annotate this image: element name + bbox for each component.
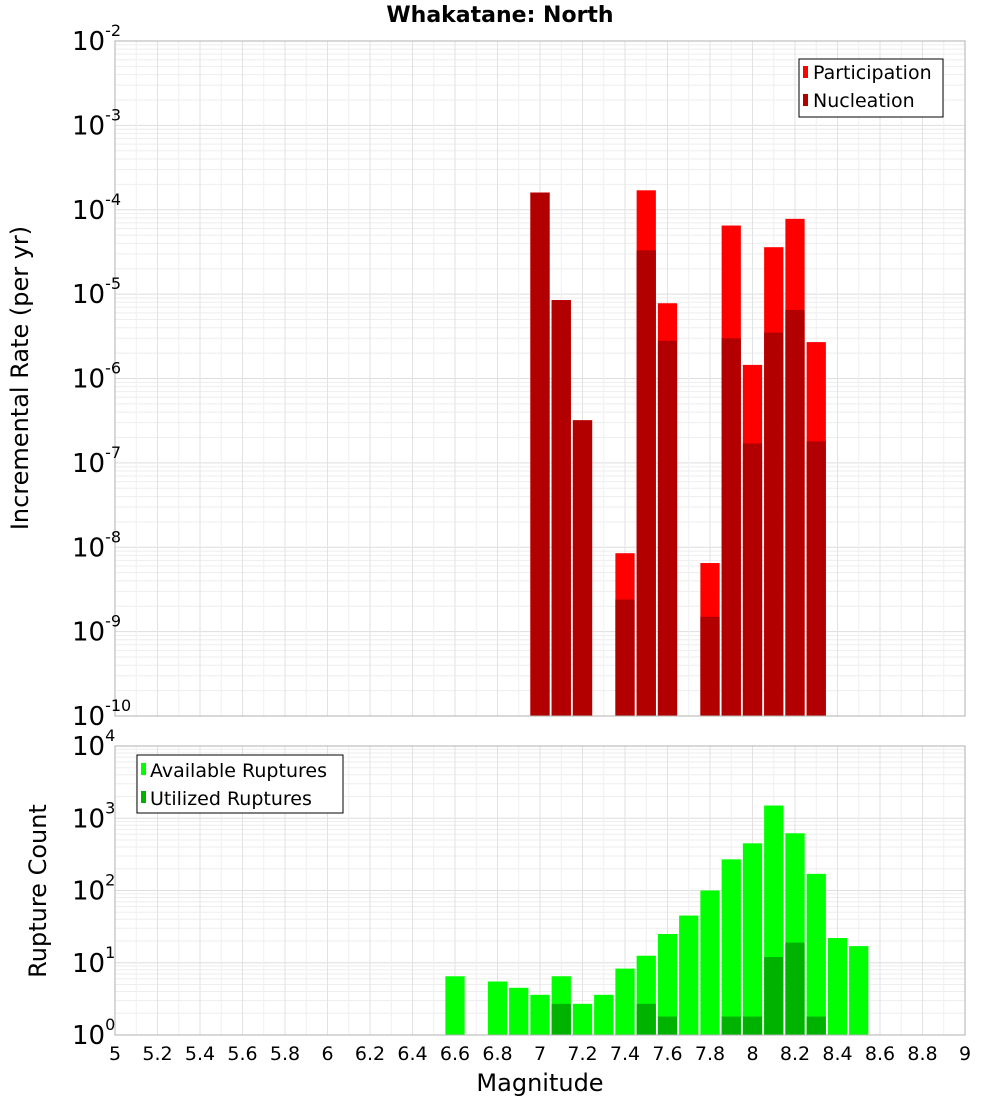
bottom-bar-series2 bbox=[806, 1016, 826, 1035]
bottom-bar-series1 bbox=[530, 994, 550, 1035]
x-tick-label: 5.2 bbox=[142, 1043, 172, 1065]
bottom-bar-series1 bbox=[721, 859, 741, 1035]
top-plot-frame bbox=[114, 40, 966, 717]
legend-swatch-available bbox=[141, 763, 146, 775]
x-tick-label: 5.4 bbox=[185, 1043, 215, 1065]
legend-label-nucleation: Nucleation bbox=[813, 90, 915, 112]
bottom-bar-series2 bbox=[742, 1016, 763, 1035]
bottom-bar-series2 bbox=[636, 1003, 656, 1035]
top-bar-series2 bbox=[806, 441, 826, 716]
bottom-y-tick-label: 102 bbox=[72, 871, 115, 907]
top-plot-bars bbox=[530, 190, 826, 717]
x-tick-label: 6.4 bbox=[397, 1043, 427, 1065]
top-y-axis-title: Incremental Rate (per yr) bbox=[6, 226, 34, 530]
x-tick-label: 7.6 bbox=[652, 1043, 682, 1065]
bottom-y-axis-title: Rupture Count bbox=[24, 804, 52, 978]
legend-swatch-participation bbox=[803, 66, 808, 78]
chart-title: Whakatane: North bbox=[386, 3, 613, 28]
bottom-bar-series1 bbox=[594, 994, 614, 1035]
x-ticks: 5 5.2 5.4 5.6 5.8 6 6.2 6.4 6.6 6.8 7 7.2 7.4 7.6 7.8 8… bbox=[109, 1043, 971, 1065]
x-tick-label: 7 bbox=[534, 1043, 546, 1065]
bottom-bar-series1 bbox=[657, 933, 678, 1035]
x-tick-label: 7.8 bbox=[695, 1043, 725, 1065]
top-y-ticks: 10-10 10-9 10-8 10-7 10-6 10-5 10-4 10-3 10-2 bbox=[72, 21, 131, 732]
bottom-plot-frame bbox=[114, 745, 966, 1036]
top-y-tick-label: 10-9 bbox=[72, 612, 121, 648]
x-tick-label: 5 bbox=[109, 1043, 121, 1065]
x-tick-label: 8.4 bbox=[822, 1043, 852, 1065]
bottom-bar-series1 bbox=[827, 938, 848, 1035]
bottom-bar-series1 bbox=[849, 946, 869, 1035]
bottom-bar-series2 bbox=[785, 942, 805, 1035]
top-y-tick-label: 10-10 bbox=[72, 696, 131, 732]
bottom-y-ticks: 100 101 102 103 104 bbox=[72, 726, 115, 1051]
bottom-y-tick-label: 100 bbox=[72, 1015, 115, 1051]
x-tick-label: 8 bbox=[746, 1043, 758, 1065]
bottom-bar-series2 bbox=[721, 1016, 741, 1035]
x-tick-label: 8.2 bbox=[780, 1043, 810, 1065]
top-y-tick-label: 10-2 bbox=[72, 21, 121, 57]
bottom-y-tick-label: 101 bbox=[72, 943, 115, 979]
legend-label-utilized: Utilized Ruptures bbox=[150, 788, 312, 810]
top-bar-series2 bbox=[530, 192, 550, 717]
bottom-legend: Available Ruptures Utilized Ruptures bbox=[136, 754, 344, 814]
bottom-legend-box bbox=[136, 754, 344, 814]
x-axis-title: Magnitude bbox=[476, 1069, 603, 1097]
x-tick-label: 8.8 bbox=[907, 1043, 937, 1065]
bottom-bar-series1 bbox=[615, 968, 635, 1035]
top-y-tick-label: 10-8 bbox=[72, 527, 121, 563]
bottom-y-tick-label: 103 bbox=[72, 798, 115, 834]
bottom-bar-series1 bbox=[487, 981, 508, 1035]
legend-swatch-nucleation bbox=[803, 94, 808, 106]
top-legend-box bbox=[798, 58, 944, 118]
legend-label-participation: Participation bbox=[813, 62, 932, 84]
top-y-tick-label: 10-6 bbox=[72, 359, 121, 395]
x-tick-label: 8.6 bbox=[865, 1043, 895, 1065]
top-y-tick-label: 10-5 bbox=[72, 274, 121, 310]
bottom-bar-series1 bbox=[679, 915, 699, 1035]
x-tick-label: 6.6 bbox=[440, 1043, 470, 1065]
top-y-tick-label: 10-4 bbox=[72, 190, 121, 226]
bottom-bar-series1 bbox=[445, 976, 465, 1035]
x-tick-label: 5.8 bbox=[270, 1043, 300, 1065]
x-tick-label: 6.2 bbox=[355, 1043, 385, 1065]
x-tick-label: 9 bbox=[959, 1043, 971, 1065]
bottom-bar-series2 bbox=[764, 957, 784, 1035]
top-legend: Participation Nucleation bbox=[798, 58, 944, 118]
top-y-tick-label: 10-7 bbox=[72, 443, 121, 479]
x-tick-label: 6.8 bbox=[482, 1043, 512, 1065]
bottom-bar-series1 bbox=[572, 1003, 593, 1035]
bottom-bar-series1 bbox=[742, 843, 763, 1035]
bottom-bar-series2 bbox=[657, 1016, 678, 1035]
top-bar-series2 bbox=[615, 599, 635, 716]
top-bar-series2 bbox=[785, 309, 805, 716]
top-bar-series2 bbox=[721, 338, 741, 716]
x-tick-label: 6 bbox=[321, 1043, 333, 1065]
x-tick-label: 5.6 bbox=[227, 1043, 257, 1065]
bottom-bar-series1 bbox=[700, 890, 720, 1035]
bottom-y-tick-label: 104 bbox=[72, 726, 115, 762]
x-tick-label: 7.2 bbox=[567, 1043, 597, 1065]
top-bar-series2 bbox=[700, 616, 720, 716]
legend-label-available: Available Ruptures bbox=[150, 760, 327, 782]
bottom-bar-series1 bbox=[806, 873, 826, 1035]
bottom-plot-bars bbox=[445, 805, 869, 1035]
bottom-bar-series2 bbox=[551, 1003, 571, 1035]
top-bar-series2 bbox=[657, 340, 678, 716]
top-y-tick-label: 10-3 bbox=[72, 105, 121, 141]
top-bar-series2 bbox=[742, 443, 763, 716]
top-bar-series2 bbox=[551, 300, 571, 716]
top-bar-series2 bbox=[764, 332, 784, 716]
x-tick-label: 7.4 bbox=[610, 1043, 640, 1065]
top-bar-series2 bbox=[572, 420, 593, 716]
top-bar-series2 bbox=[636, 250, 656, 717]
bottom-bar-series1 bbox=[509, 987, 529, 1035]
legend-swatch-utilized bbox=[141, 791, 146, 803]
